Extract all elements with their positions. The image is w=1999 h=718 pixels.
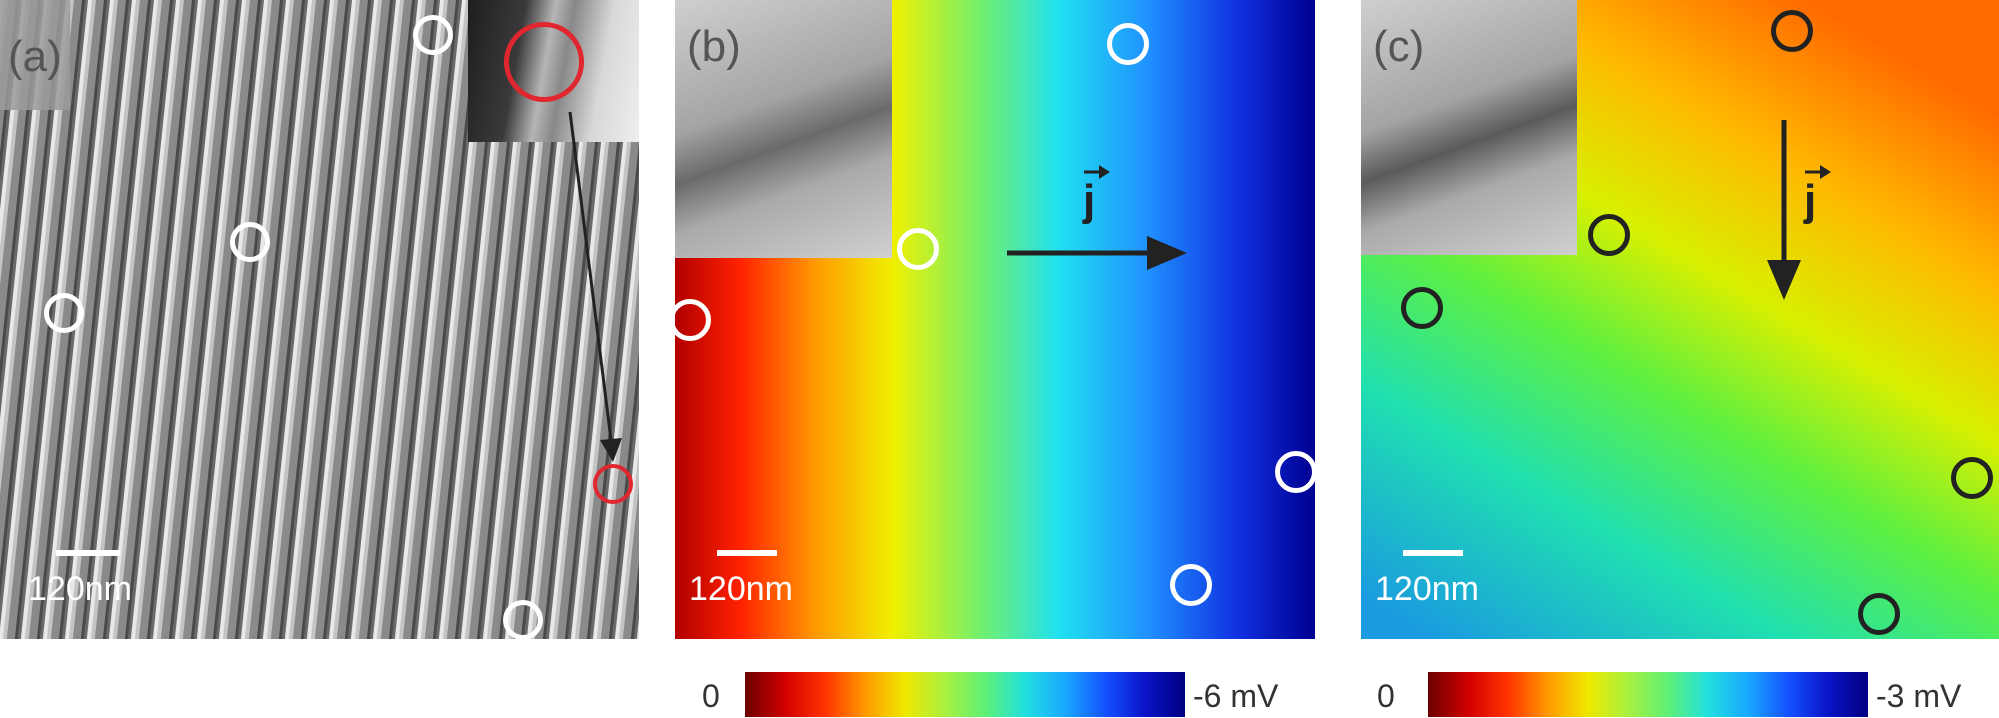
scale-bar [56, 550, 120, 556]
scale-bar [717, 550, 777, 556]
position-marker [230, 222, 270, 262]
position-marker [1951, 457, 1993, 499]
colorbar-c-min-label: 0 [1377, 678, 1395, 714]
position-marker [1588, 214, 1630, 256]
scale-label: 120nm [1375, 570, 1479, 608]
panel-a-afm-topography: (a) 120nm [0, 0, 639, 639]
position-marker [675, 299, 711, 341]
panel-label: (a) [8, 32, 62, 81]
colorbar-c-max-label: -3 mV [1876, 678, 1962, 714]
position-marker [1275, 451, 1315, 493]
position-marker [503, 600, 543, 639]
sem-inset [675, 0, 892, 258]
position-marker [1107, 23, 1149, 65]
position-marker [413, 15, 453, 55]
red-position-marker [593, 464, 633, 504]
position-marker [1858, 593, 1900, 635]
position-marker [44, 293, 84, 333]
position-marker [1771, 10, 1813, 52]
scale-bar [1403, 550, 1463, 556]
inset-red-circle [504, 22, 584, 102]
panel-c-potential-map: (c) 120nm j [1361, 0, 1999, 639]
position-marker [1401, 287, 1443, 329]
colorbar-b-max-label: -6 mV [1193, 678, 1279, 714]
sem-inset [1361, 0, 1577, 255]
current-symbol: j [1083, 176, 1096, 225]
position-marker [897, 228, 939, 270]
position-marker [1170, 564, 1212, 606]
current-symbol: j [1804, 176, 1817, 225]
colorbar-b-min-label: 0 [702, 678, 720, 714]
scale-label: 120nm [28, 570, 132, 608]
colorbar-c [1428, 672, 1868, 717]
panel-label: (c) [1373, 22, 1425, 71]
scale-label: 120nm [689, 570, 793, 608]
panel-b-potential-map: (b) 120nm j [675, 0, 1315, 639]
panel-label: (b) [687, 22, 741, 71]
zoom-inset [468, 0, 639, 142]
colorbar-b [745, 672, 1185, 717]
